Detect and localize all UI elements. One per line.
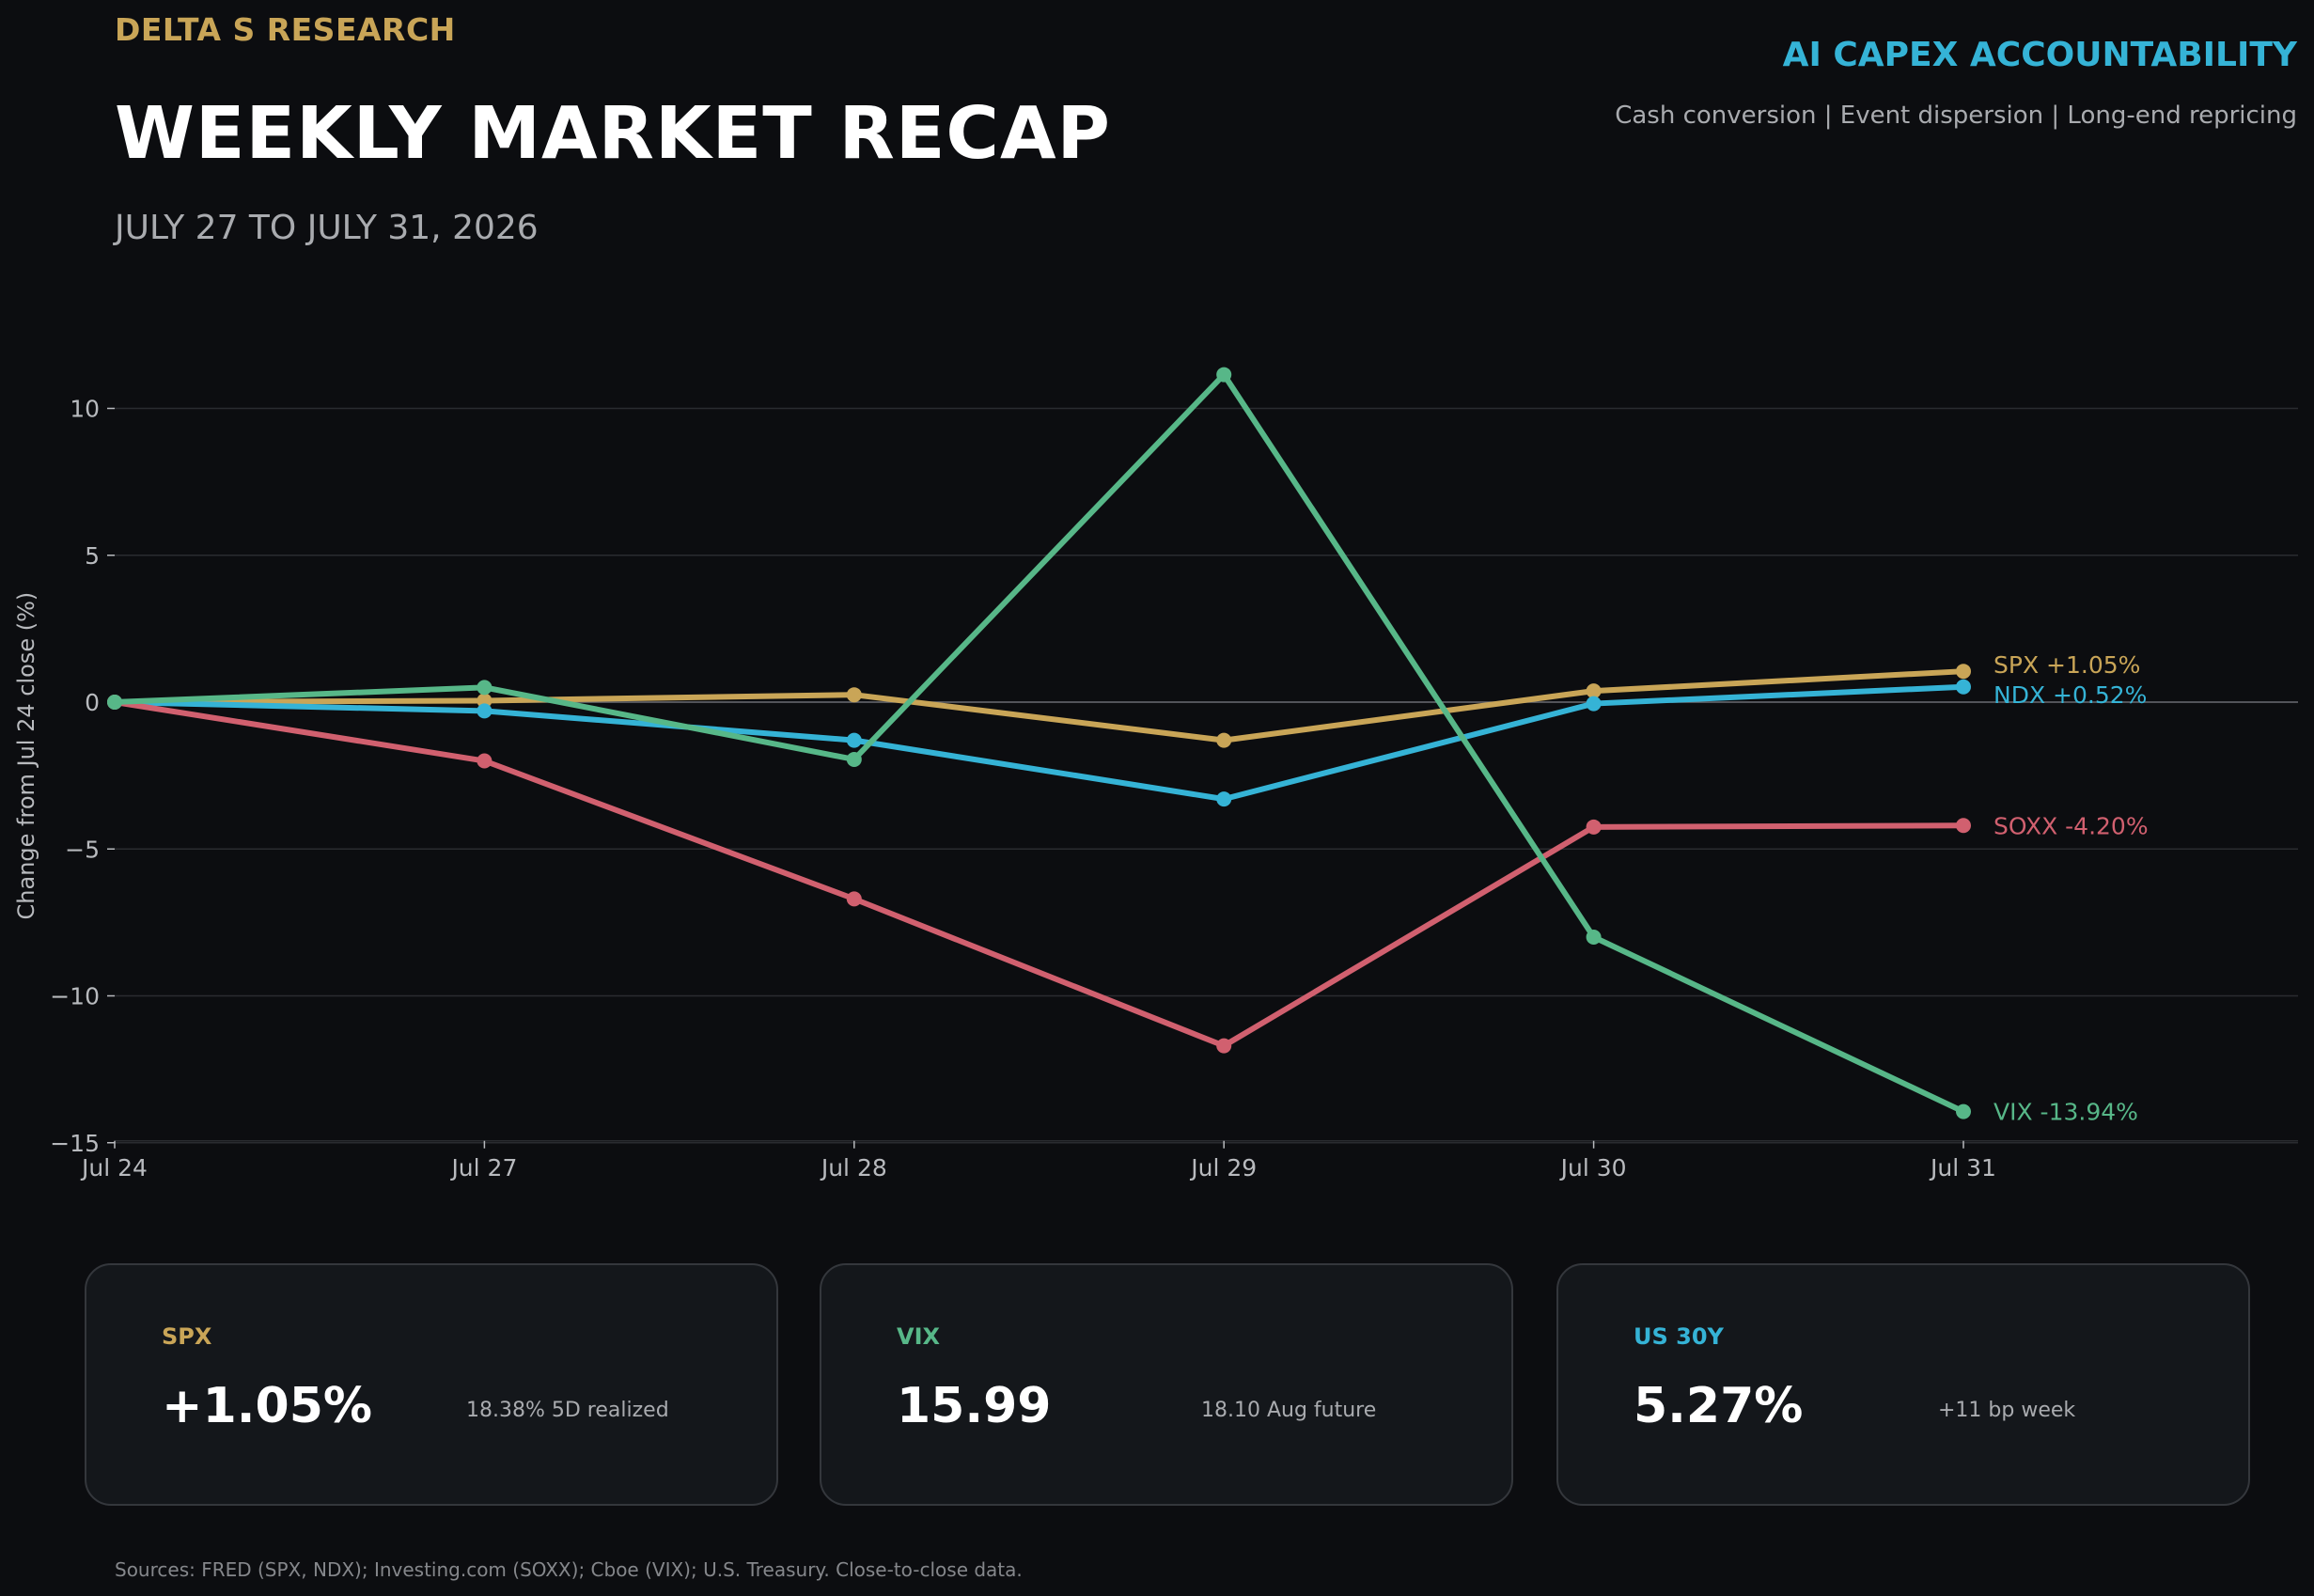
data-point-ndx xyxy=(846,732,862,748)
brand-name: DELTA S RESEARCH xyxy=(115,11,456,48)
data-point-spx xyxy=(1216,732,1232,748)
y-tick-label: 10 xyxy=(70,396,100,423)
date-range: JULY 27 TO JULY 31, 2026 xyxy=(115,209,539,247)
data-point-spx xyxy=(1956,664,1971,680)
theme-title: AI CAPEX ACCOUNTABILITY xyxy=(1782,36,2297,74)
data-point-vix xyxy=(477,680,493,696)
data-point-spx xyxy=(846,687,862,703)
stat-card-label: VIX xyxy=(897,1323,941,1350)
series-line-spx xyxy=(112,668,1966,743)
stat-card-value: 15.99 xyxy=(897,1378,1052,1434)
x-tick-label: Jul 24 xyxy=(80,1154,148,1181)
sources-footnote: Sources: FRED (SPX, NDX); Investing.com … xyxy=(115,1558,1023,1581)
data-point-soxx xyxy=(1586,819,1602,835)
series-line-soxx xyxy=(112,699,1966,1049)
stat-card-note: 18.38% 5D realized xyxy=(466,1399,669,1422)
data-point-ndx xyxy=(1956,679,1971,695)
data-point-spx xyxy=(1586,683,1602,699)
stat-card-spx: SPX +1.05% 18.38% 5D realized xyxy=(85,1263,778,1506)
stat-card-label: SPX xyxy=(162,1323,212,1350)
data-point-spx xyxy=(477,693,493,709)
stat-card-vix: VIX 15.99 18.10 Aug future xyxy=(820,1263,1513,1506)
x-tick-label: Jul 27 xyxy=(449,1154,517,1181)
series-end-label: SPX +1.05% xyxy=(1993,651,2140,679)
data-point-soxx xyxy=(477,753,493,769)
y-axis-label: Change from Jul 24 close (%) xyxy=(13,592,39,920)
series-end-label: VIX -13.94% xyxy=(1993,1099,2138,1126)
page-title: WEEKLY MARKET RECAP xyxy=(115,92,1111,176)
stat-card-note: +11 bp week xyxy=(1938,1399,2076,1422)
data-point-vix xyxy=(1586,930,1602,945)
x-tick-label: Jul 31 xyxy=(1929,1154,1996,1181)
stat-card-note: 18.10 Aug future xyxy=(1201,1399,1377,1422)
y-tick-label: 5 xyxy=(85,542,100,570)
y-tick-label: −15 xyxy=(50,1130,100,1157)
data-point-ndx xyxy=(1216,791,1232,807)
x-tick-label: Jul 29 xyxy=(1189,1154,1257,1181)
stat-card-us30y: US 30Y 5.27% +11 bp week xyxy=(1556,1263,2250,1506)
series-end-label: NDX +0.52% xyxy=(1993,681,2147,709)
series-line-vix xyxy=(112,371,1966,1115)
data-point-ndx xyxy=(1586,696,1602,712)
data-point-vix xyxy=(1216,367,1232,383)
stat-card-label: US 30Y xyxy=(1634,1323,1724,1350)
y-tick-label: −10 xyxy=(50,983,100,1010)
series-line-ndx xyxy=(112,683,1966,803)
series-end-label: SOXX -4.20% xyxy=(1993,812,2149,839)
data-point-vix xyxy=(1956,1103,1971,1119)
x-tick-label: Jul 30 xyxy=(1559,1154,1627,1181)
x-tick-label: Jul 28 xyxy=(820,1154,887,1181)
data-point-ndx xyxy=(477,703,493,719)
data-point-vix xyxy=(846,751,862,767)
stat-card-value: +1.05% xyxy=(162,1378,372,1434)
y-tick-label: −5 xyxy=(65,836,100,863)
theme-tagline: Cash conversion | Event dispersion | Lon… xyxy=(1615,102,2297,130)
data-point-soxx xyxy=(1956,818,1971,834)
stat-card-value: 5.27% xyxy=(1634,1378,1804,1434)
y-tick-label: 0 xyxy=(85,689,100,716)
data-point-vix xyxy=(107,695,122,710)
data-point-soxx xyxy=(846,891,862,907)
data-point-soxx xyxy=(1216,1038,1232,1054)
line-chart: −15 −10 −5 0 5 10 Jul 24 Jul 27 Jul 28 Jul 29 Jul … xyxy=(13,367,2298,1181)
